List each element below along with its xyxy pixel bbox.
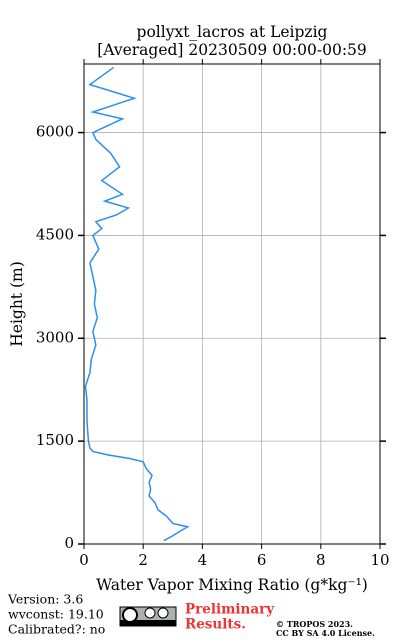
y-axis-label: Height (m) [8,261,26,347]
preliminary: Results. [185,617,246,633]
plot-frame [83,63,381,545]
x-tick-label: 4 [198,551,208,569]
y-tick-label: 3000 [36,328,74,346]
version: Version: 3.6 [7,592,83,607]
preliminary: Preliminary [185,602,275,618]
profile-line [84,66,190,542]
x-axis-label: Water Vapor Mixing Ratio (g*kg⁻¹) [96,576,368,594]
x-tick-label: 10 [370,551,389,569]
calibrated: Calibrated?: no [8,622,105,637]
y-tick-label: 0 [64,534,74,552]
cc-badge [119,606,177,627]
x-tick-label: 8 [316,551,326,569]
chart-title: pollyxt_lacros at Leipzig [137,23,328,41]
x-tick-label: 2 [138,551,148,569]
y-tick-label: 6000 [36,123,74,141]
y-tick-label: 4500 [36,225,74,243]
x-tick-label: 0 [79,551,89,569]
wvconst: wvconst: 19.10 [8,607,104,622]
y-tick-label: 1500 [36,431,74,449]
chart-title: [Averaged] 20230509 00:00-00:59 [97,41,367,59]
license: © TROPOS 2023. [276,619,353,629]
x-tick-label: 6 [257,551,267,569]
license: CC BY SA 4.0 License. [276,628,375,638]
